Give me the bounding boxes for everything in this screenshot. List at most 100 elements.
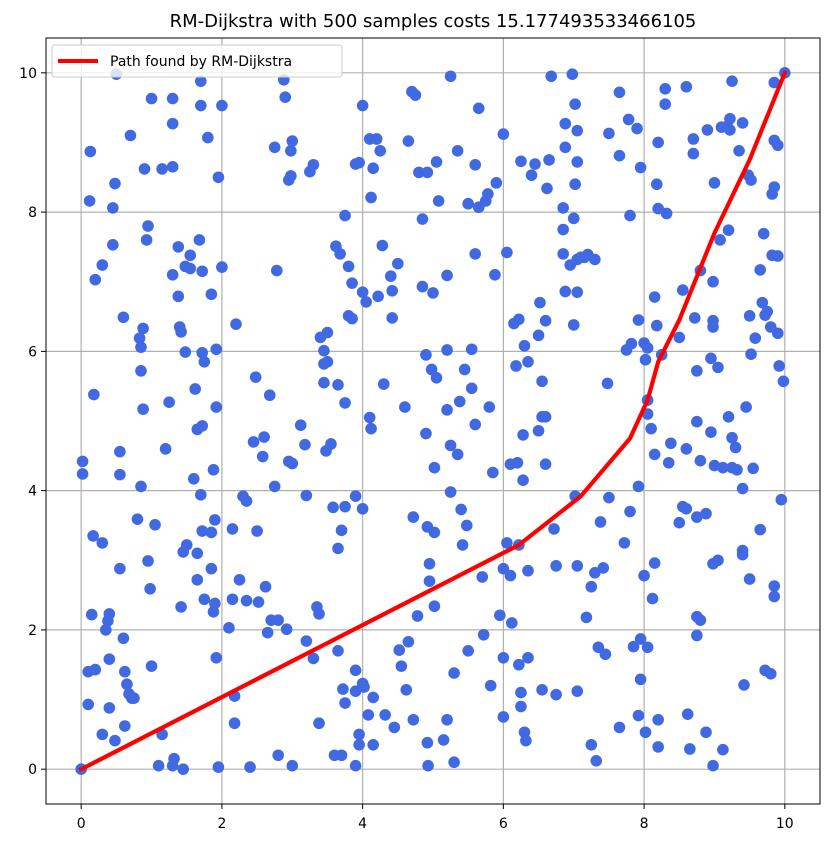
sample-point xyxy=(665,437,677,450)
sample-point xyxy=(484,679,497,692)
sample-point xyxy=(342,260,355,273)
sample-point xyxy=(444,439,457,452)
sample-point xyxy=(601,377,614,390)
sample-point xyxy=(121,678,133,691)
sample-point xyxy=(676,284,689,296)
sample-point xyxy=(163,396,175,408)
sample-point xyxy=(625,337,638,350)
sample-point xyxy=(771,250,784,262)
sample-point xyxy=(421,166,434,179)
sample-point xyxy=(356,502,369,515)
sample-point xyxy=(613,149,626,162)
sample-point xyxy=(83,195,96,207)
sample-point xyxy=(119,665,131,678)
sample-point xyxy=(392,257,404,270)
sample-point xyxy=(107,239,119,251)
sample-point xyxy=(307,158,320,171)
sample-point xyxy=(681,708,694,720)
sample-point xyxy=(738,679,750,691)
sample-point xyxy=(749,332,762,344)
sample-point xyxy=(402,635,415,648)
sample-point xyxy=(142,220,154,232)
sample-point xyxy=(722,411,735,423)
sample-point xyxy=(191,547,204,560)
sample-point xyxy=(687,133,700,145)
sample-point xyxy=(773,360,785,372)
sample-point xyxy=(659,83,671,95)
sample-point xyxy=(411,610,424,622)
sample-point xyxy=(251,525,263,537)
sample-point xyxy=(180,539,193,551)
sample-point xyxy=(532,329,545,342)
sample-point xyxy=(76,468,89,480)
sample-point xyxy=(335,524,348,537)
sample-point xyxy=(87,530,99,542)
sample-point xyxy=(472,102,485,115)
sample-point xyxy=(550,560,562,572)
sample-point xyxy=(569,178,581,191)
sample-point xyxy=(525,169,538,181)
sample-point xyxy=(335,749,348,762)
sample-point xyxy=(307,652,320,665)
sample-point xyxy=(286,457,299,470)
sample-point xyxy=(202,131,214,144)
sample-point xyxy=(318,344,330,357)
sample-point xyxy=(534,296,546,309)
sample-point xyxy=(198,356,211,368)
sample-point xyxy=(504,569,517,582)
sample-point xyxy=(543,154,555,166)
sample-point xyxy=(300,635,313,647)
sample-point xyxy=(117,632,130,645)
sample-point xyxy=(263,389,276,402)
sample-point xyxy=(327,501,339,514)
x-tick-label: 2 xyxy=(217,816,226,832)
sample-point xyxy=(358,681,370,693)
sample-point xyxy=(212,171,225,184)
x-tick-label: 10 xyxy=(776,816,794,832)
sample-point xyxy=(313,608,325,620)
sample-point xyxy=(437,734,450,746)
sample-point xyxy=(349,490,362,503)
sample-point xyxy=(376,239,389,252)
sample-point xyxy=(196,525,209,537)
sample-point xyxy=(455,503,467,516)
sample-point xyxy=(745,348,757,360)
sample-point xyxy=(648,448,661,461)
sample-point xyxy=(367,691,379,704)
sample-point xyxy=(210,401,223,413)
sample-point xyxy=(652,202,664,215)
sample-point xyxy=(430,156,443,168)
sample-point xyxy=(722,224,735,236)
sample-point xyxy=(152,759,165,772)
sample-point xyxy=(613,721,626,734)
sample-point xyxy=(624,209,636,222)
sample-point xyxy=(717,743,729,756)
sample-point xyxy=(400,683,413,696)
sample-point xyxy=(313,717,325,730)
sample-point xyxy=(469,248,482,260)
sample-point xyxy=(332,542,344,555)
sample-point xyxy=(223,622,235,634)
sample-point xyxy=(279,91,292,103)
sample-point xyxy=(286,135,299,147)
legend: Path found by RM-Dijkstra xyxy=(51,44,343,78)
sample-point xyxy=(777,375,790,388)
sample-point xyxy=(318,376,330,389)
sample-point xyxy=(179,346,192,358)
sample-point xyxy=(339,397,351,409)
sample-point xyxy=(128,692,140,704)
sample-point xyxy=(195,75,207,87)
sample-point xyxy=(432,195,445,207)
legend-label: Path found by RM-Dijkstra xyxy=(110,54,292,70)
sample-point xyxy=(707,321,719,333)
sample-point xyxy=(754,523,766,536)
sample-point xyxy=(517,429,529,441)
sample-point xyxy=(205,562,218,575)
sample-point xyxy=(119,720,131,732)
sample-point xyxy=(673,331,686,344)
sample-point xyxy=(603,127,615,140)
sample-point xyxy=(103,608,116,620)
sample-point xyxy=(346,312,358,325)
x-tick-label: 6 xyxy=(499,816,508,832)
